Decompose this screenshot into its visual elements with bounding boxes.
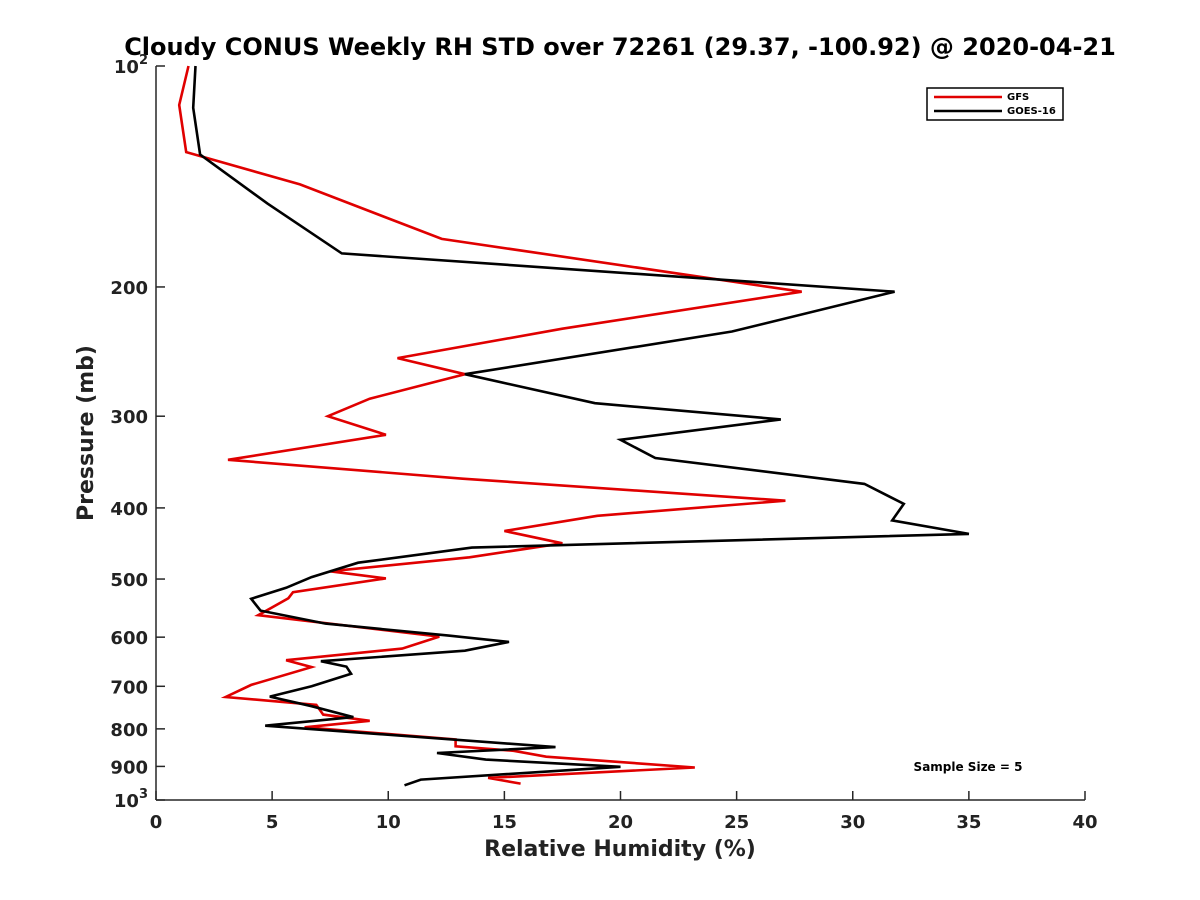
y-tick-label-exponent: 2 [139, 53, 148, 68]
legend-label-gfs: GFS [1007, 92, 1029, 103]
y-tick-label: 400 [110, 499, 148, 520]
y-tick-label: 102 [114, 53, 148, 78]
x-tick-label: 30 [840, 812, 865, 833]
x-tick-label: 0 [150, 812, 163, 833]
sample-size-annotation: Sample Size = 5 [914, 760, 1023, 774]
y-tick-label: 800 [110, 720, 148, 741]
y-tick-label-exponent: 3 [139, 787, 148, 802]
y-tick-label: 700 [110, 677, 148, 698]
legend-box [926, 87, 1064, 121]
x-ticks: 0 5 10 15 20 25 30 35 40 [150, 791, 1098, 833]
x-tick-label: 25 [724, 812, 749, 833]
y-tick-label: 600 [110, 628, 148, 649]
x-tick-label: 35 [956, 812, 981, 833]
x-tick-label: 40 [1072, 812, 1097, 833]
y-tick-label-base: 10 [114, 791, 139, 812]
series-layer [177, 65, 970, 787]
y-tick-label: 500 [110, 570, 148, 591]
y-tick-label-base: 10 [114, 57, 139, 78]
legend-label-goes16: GOES-16 [1007, 106, 1056, 117]
x-axis-label: Relative Humidity (%) [484, 837, 756, 862]
series-line-goes-16 [191, 65, 970, 787]
series-line-gfs [177, 65, 802, 785]
x-tick-label: 10 [376, 812, 401, 833]
chart-title: Cloudy CONUS Weekly RH STD over 72261 (2… [124, 33, 1116, 61]
y-tick-label: 900 [110, 757, 148, 778]
y-tick-label: 300 [110, 407, 148, 428]
x-tick-label: 20 [608, 812, 633, 833]
y-axis-label: Pressure (mb) [74, 345, 99, 521]
x-tick-label: 5 [266, 812, 279, 833]
y-tick-label: 103 [114, 787, 148, 812]
legend: GFS GOES-16 [926, 87, 1064, 121]
x-tick-label: 15 [492, 812, 517, 833]
y-tick-label: 200 [110, 278, 148, 299]
